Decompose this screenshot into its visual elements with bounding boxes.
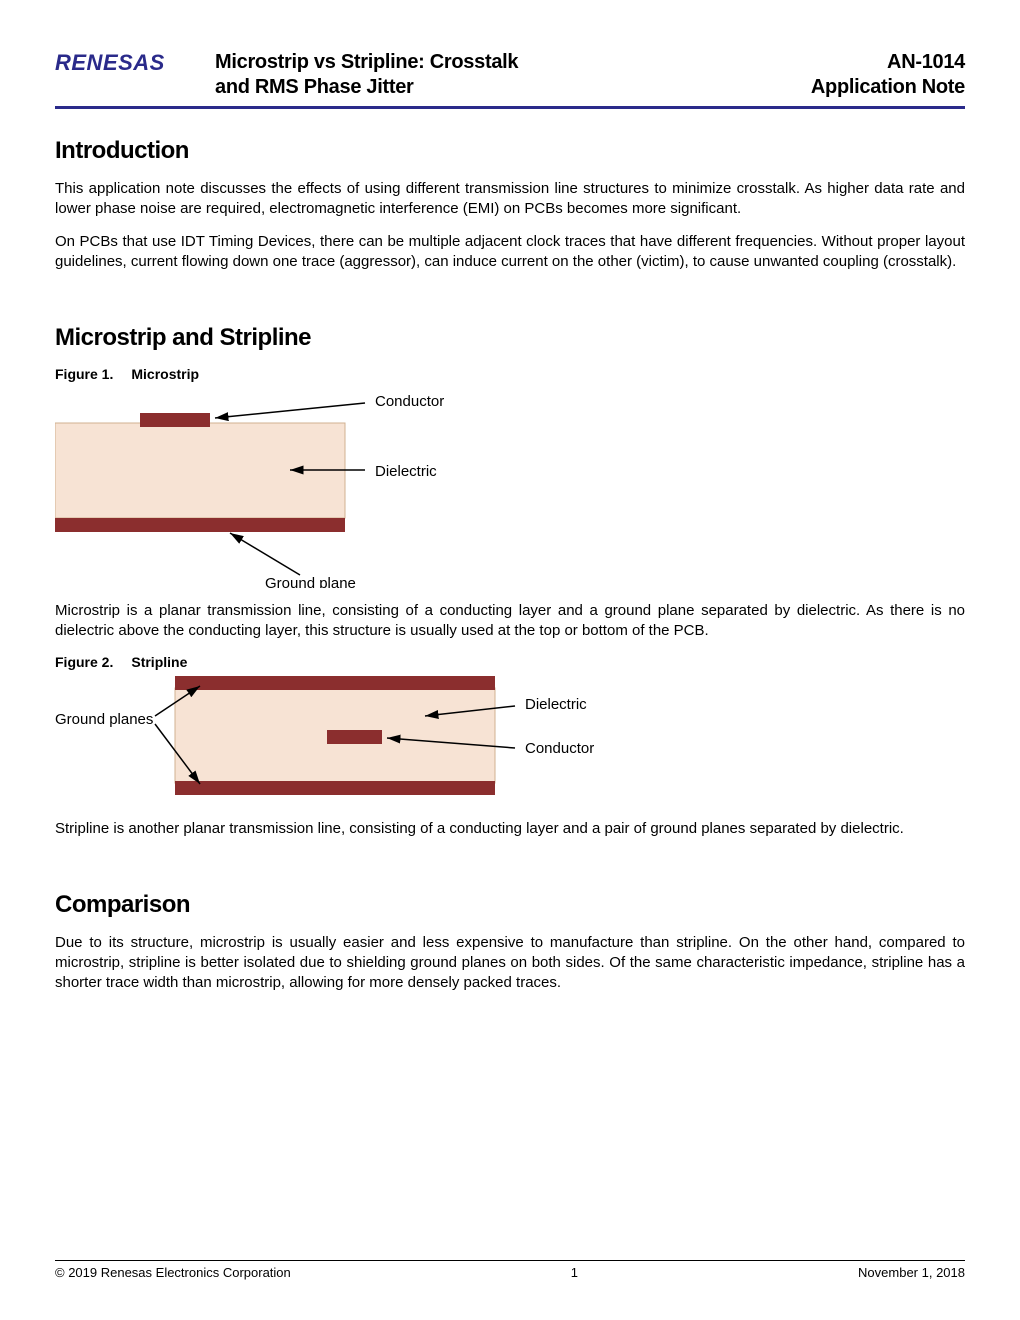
microstrip-desc: Microstrip is a planar transmission line… [55, 601, 965, 642]
footer-copyright: © 2019 Renesas Electronics Corporation [55, 1265, 291, 1280]
document-id-block: AN-1014 Application Note [735, 50, 965, 100]
label-ground-plane: Ground plane [265, 575, 356, 588]
figure-1-num: Figure 1. [55, 366, 113, 382]
footer-page-number: 1 [571, 1265, 578, 1280]
label-dielectric-2: Dielectric [525, 696, 587, 713]
figure-2-caption: Figure 2. Stripline [55, 654, 965, 670]
stripline-diagram: Ground planes Dielectric Conductor [55, 676, 675, 806]
footer-divider [55, 1260, 965, 1261]
title-line-2: and RMS Phase Jitter [215, 76, 414, 98]
header-divider [55, 106, 965, 109]
label-conductor: Conductor [375, 393, 444, 410]
document-title: Microstrip vs Stripline: Crosstalk and R… [215, 50, 735, 100]
doc-type: Application Note [811, 76, 965, 98]
stripline-desc: Stripline is another planar transmission… [55, 819, 965, 839]
microstrip-diagram: Conductor Dielectric Ground plane [55, 388, 525, 588]
figure-2-num: Figure 2. [55, 654, 113, 670]
comparison-p1: Due to its structure, microstrip is usua… [55, 933, 965, 994]
label-conductor-2: Conductor [525, 740, 594, 757]
document-header: RENESAS Microstrip vs Stripline: Crossta… [55, 50, 965, 100]
ms-sl-heading: Microstrip and Stripline [55, 324, 965, 352]
figure-2-title: Stripline [131, 654, 187, 670]
intro-p2: On PCBs that use IDT Timing Devices, the… [55, 232, 965, 273]
footer-date: November 1, 2018 [858, 1265, 965, 1280]
figure-1-caption: Figure 1. Microstrip [55, 366, 965, 382]
intro-p1: This application note discusses the effe… [55, 179, 965, 220]
figure-1-title: Microstrip [131, 366, 199, 382]
renesas-logo: RENESAS [55, 50, 215, 76]
title-line-1: Microstrip vs Stripline: Crosstalk [215, 51, 518, 73]
comparison-heading: Comparison [55, 891, 965, 919]
figure-1-microstrip: Conductor Dielectric Ground plane [55, 388, 965, 593]
label-ground-planes: Ground planes [55, 711, 153, 728]
figure-2-stripline: Ground planes Dielectric Conductor [55, 676, 965, 811]
label-dielectric: Dielectric [375, 463, 437, 480]
page-footer: © 2019 Renesas Electronics Corporation 1… [55, 1260, 965, 1280]
intro-heading: Introduction [55, 137, 965, 165]
doc-id: AN-1014 [887, 51, 965, 73]
